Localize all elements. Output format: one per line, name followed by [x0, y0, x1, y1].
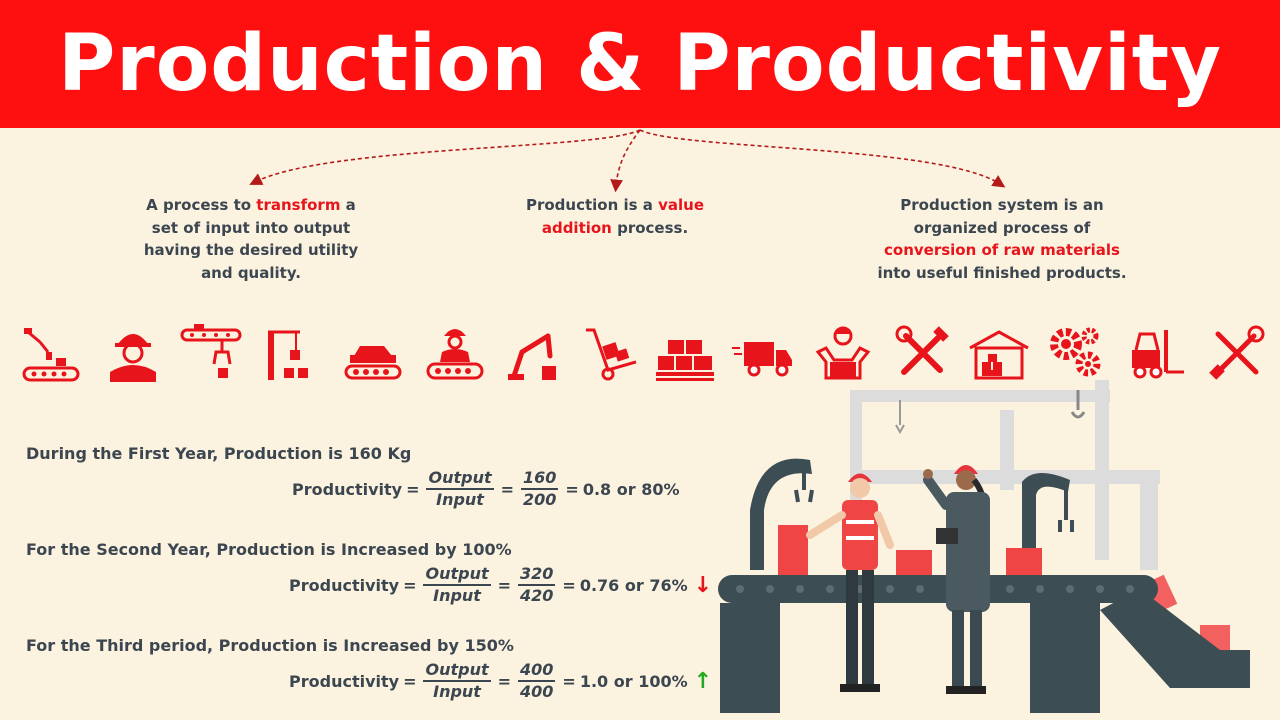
- calc-title-year-2: For the Second Year, Production is Incre…: [26, 540, 512, 559]
- factory-illustration: [718, 380, 1250, 713]
- crane-boxes-icon: [260, 322, 322, 384]
- definition-value-addition: Production is a value addition process.: [525, 196, 705, 237]
- formula-year-3: Productivity = Output Input = 400 400 = 1.0 …: [289, 660, 713, 701]
- warehouse-icon: [968, 322, 1030, 384]
- up-arrow-icon: ↑: [693, 668, 713, 694]
- calc-title-year-1: During the First Year, Production is 160…: [26, 444, 412, 463]
- formula-year-1: Productivity = Output Input = 160 200 = 0.8 …: [292, 468, 680, 509]
- definition-production-system: Production system is an organized proces…: [877, 196, 1127, 282]
- worker-box-icon: [812, 322, 874, 384]
- formula-year-2: Productivity = Output Input = 320 420 = 0.76…: [289, 564, 713, 605]
- robot-arm-conveyor-icon: [20, 322, 82, 384]
- wrench-screwdriver-icon: [1206, 322, 1268, 384]
- hand-truck-icon: [580, 322, 642, 384]
- title-banner: Production & Productivity: [0, 0, 1280, 128]
- car-conveyor-icon: [342, 322, 404, 384]
- conveyor-gripper-icon: [180, 322, 242, 384]
- result-year-2: 0.76 or 76%: [579, 575, 688, 595]
- result-year-3: 1.0 or 100%: [579, 671, 688, 691]
- definition-connectors: [249, 129, 1006, 193]
- calc-title-year-3: For the Third period, Production is Incr…: [26, 636, 514, 655]
- tools-cross-icon: [892, 322, 954, 384]
- worker-conveyor-icon: [424, 322, 486, 384]
- forklift-icon: [1126, 322, 1188, 384]
- delivery-truck-icon: [732, 322, 794, 384]
- robot-arm-icon: [504, 322, 566, 384]
- result-year-1: 0.8 or 80%: [582, 479, 680, 499]
- definition-transform: A process to transform a set of input in…: [143, 196, 359, 282]
- pallet-boxes-icon: [654, 322, 716, 384]
- worker-helmet-icon: [102, 322, 164, 384]
- gears-icon: [1044, 322, 1106, 384]
- down-arrow-icon: ↓: [693, 572, 713, 598]
- page-title: Production & Productivity: [58, 19, 1222, 109]
- industry-icon-row: [20, 322, 1265, 386]
